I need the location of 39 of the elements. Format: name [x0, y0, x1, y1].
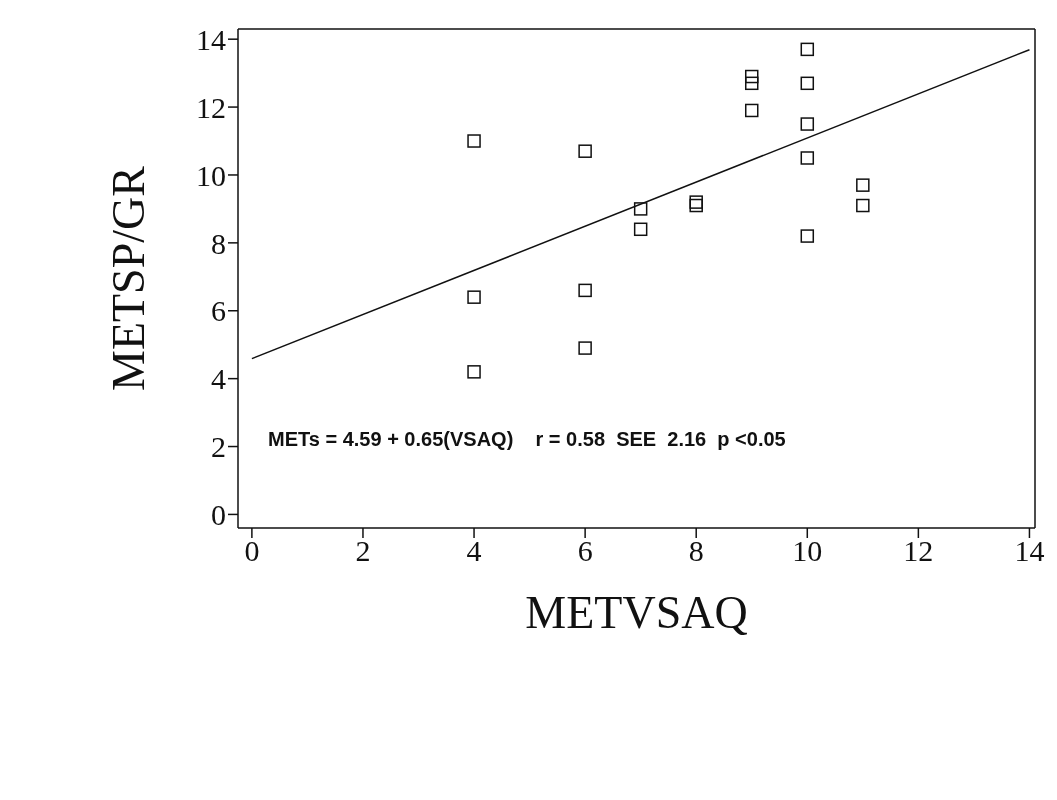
point	[578, 283, 592, 298]
x-tick-label: 12	[903, 534, 934, 568]
x-tick-label: 2	[355, 534, 371, 568]
y-tick-label: 10	[196, 158, 226, 192]
x-tick-label: 14	[1014, 534, 1045, 568]
x-tick-label: 6	[577, 534, 593, 568]
point	[800, 42, 815, 57]
y-tick-label: 4	[211, 362, 226, 396]
annotation: METs = 4.59 + 0.65(VSAQ) r = 0.58 SEE 2.16 p <0.05	[268, 428, 786, 452]
point	[467, 134, 481, 148]
point	[689, 198, 703, 213]
x-tick-label: 10	[792, 534, 823, 568]
point	[633, 202, 648, 216]
point	[467, 365, 481, 379]
y-tick-label: 2	[211, 430, 226, 464]
point	[800, 229, 815, 243]
point	[467, 290, 481, 304]
point	[745, 103, 759, 118]
y-tick-label: 12	[196, 90, 226, 124]
x-tick-label: 4	[466, 534, 482, 568]
y-tick-label: 14	[196, 22, 226, 56]
x-tick-label: 0	[244, 534, 260, 568]
point	[689, 195, 703, 209]
point	[856, 178, 870, 192]
x-tick-label: 8	[688, 534, 704, 568]
y-axis-title: METSP/GR	[103, 165, 155, 391]
point	[800, 76, 815, 91]
point	[633, 222, 648, 237]
point	[800, 151, 815, 165]
point	[800, 117, 815, 131]
x-axis-title: METVSAQ	[525, 587, 748, 638]
y-tick-label: 8	[211, 226, 226, 260]
y-tick-label: 0	[211, 498, 226, 532]
point	[578, 341, 592, 355]
point	[745, 76, 759, 91]
point	[578, 144, 592, 158]
point	[745, 69, 759, 84]
y-tick-label: 6	[211, 294, 226, 328]
point	[856, 198, 870, 213]
